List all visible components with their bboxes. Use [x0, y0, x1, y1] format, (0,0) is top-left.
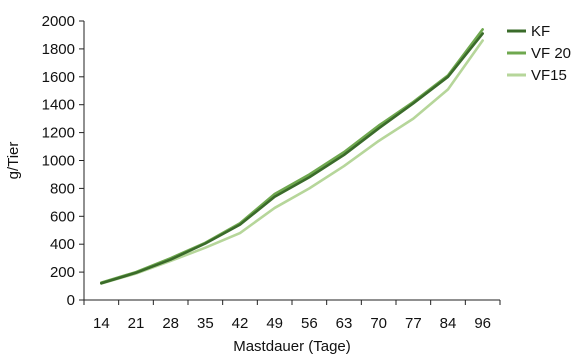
series-line-kf — [100, 32, 484, 285]
y-tick-label: 1400 — [42, 97, 75, 114]
y-tick-label: 1000 — [42, 153, 75, 170]
y-axis-title: g/Tier — [5, 142, 22, 180]
legend-label: VF15 — [531, 67, 567, 84]
x-tick-label: 96 — [474, 315, 491, 332]
x-axis-ticks: 14 21 28 35 42 49 56 63 70 77 84 96 — [83, 300, 501, 332]
y-axis-ticks: 0 200 400 600 800 1000 1200 1400 1600 1800 2000 — [42, 13, 84, 309]
y-tick-label: 1600 — [42, 69, 75, 86]
y-tick-label: 1800 — [42, 41, 75, 58]
y-tick-label: 600 — [50, 208, 75, 225]
legend-label: KF — [531, 23, 550, 40]
legend-label: VF 20 — [531, 45, 571, 62]
x-tick-label: 56 — [301, 315, 318, 332]
x-tick-label: 14 — [93, 315, 110, 332]
x-tick-label: 77 — [405, 315, 422, 332]
series-lines — [100, 28, 484, 285]
y-tick-label: 800 — [50, 180, 75, 197]
x-tick-label: 28 — [162, 315, 179, 332]
x-tick-label: 84 — [440, 315, 457, 332]
x-axis-title: Mastdauer (Tage) — [233, 338, 351, 355]
x-tick-label: 35 — [197, 315, 214, 332]
legend: KF VF 20 VF15 — [507, 23, 571, 84]
y-tick-label: 0 — [67, 292, 75, 309]
x-tick-label: 63 — [336, 315, 353, 332]
x-tick-label: 70 — [370, 315, 387, 332]
x-tick-label: 42 — [232, 315, 249, 332]
y-tick-label: 400 — [50, 236, 75, 253]
series-line-vf-20 — [100, 28, 484, 284]
x-tick-label: 21 — [128, 315, 145, 332]
x-tick-label: 49 — [266, 315, 283, 332]
series-line-vf15 — [100, 39, 484, 285]
y-tick-label: 2000 — [42, 13, 75, 30]
y-tick-label: 200 — [50, 264, 75, 281]
y-tick-label: 1200 — [42, 125, 75, 142]
